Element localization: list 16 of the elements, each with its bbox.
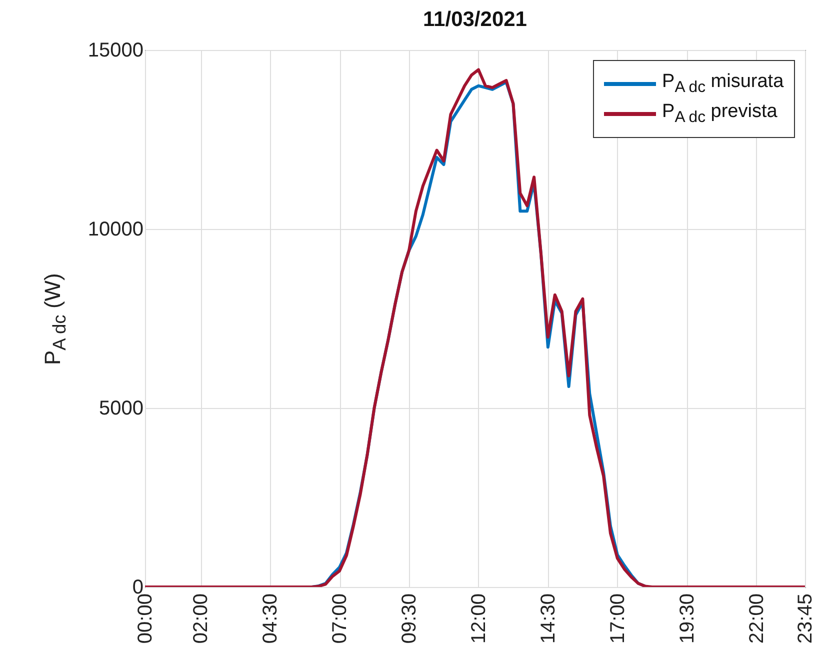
x-tick-label: 12:00 bbox=[468, 594, 490, 644]
chart-title: 11/03/2021 bbox=[423, 8, 528, 31]
x-tick-label: 09:30 bbox=[398, 594, 420, 644]
x-tick-label: 02:00 bbox=[190, 594, 212, 644]
y-tick-label: 10000 bbox=[88, 218, 144, 240]
x-tick-label: 19:30 bbox=[676, 594, 698, 644]
legend-label: P$_{A dc}$ prevista bbox=[662, 100, 778, 127]
x-tick-label: 17:00 bbox=[606, 594, 629, 644]
x-tick-label: 22:00 bbox=[746, 594, 768, 644]
y-tick-label: 15000 bbox=[88, 40, 144, 62]
x-tick-label: 04:30 bbox=[260, 594, 282, 644]
legend-label: P$_{A dc}$ misurata bbox=[662, 71, 784, 97]
x-tick-label: 23:45 bbox=[794, 594, 816, 644]
y-tick-label: 5000 bbox=[99, 398, 144, 420]
x-tick-label: 07:00 bbox=[329, 594, 352, 644]
x-tick-label: 14:30 bbox=[537, 594, 560, 644]
